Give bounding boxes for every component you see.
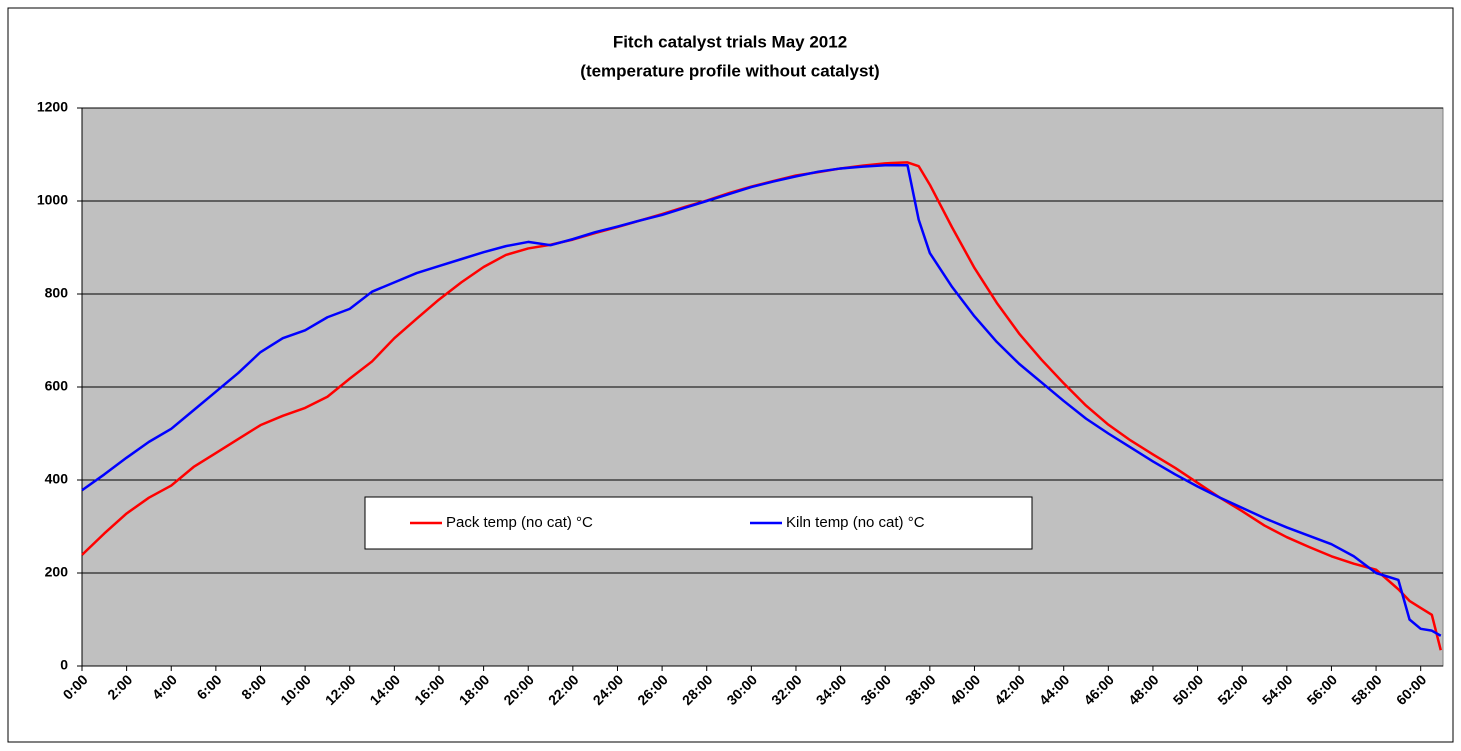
legend-label: Pack temp (no cat) °C: [446, 514, 593, 531]
chart-subtitle: (temperature profile without catalyst): [580, 61, 879, 80]
lines: [81, 161, 1442, 651]
y-tick-label: 200: [45, 564, 69, 580]
y-tick-label: 400: [45, 471, 69, 487]
y-tick-label: 600: [45, 378, 69, 394]
y-tick-label: 0: [60, 657, 68, 673]
legend-label: Kiln temp (no cat) °C: [786, 514, 925, 531]
y-tick-label: 1000: [37, 192, 68, 208]
series-line: [81, 163, 1442, 637]
legend: [364, 496, 1033, 550]
grid: [77, 107, 1443, 671]
y-tick-label: 1200: [37, 99, 68, 115]
y-tick-label: 800: [45, 285, 69, 301]
chart-title: Fitch catalyst trials May 2012: [613, 32, 847, 51]
